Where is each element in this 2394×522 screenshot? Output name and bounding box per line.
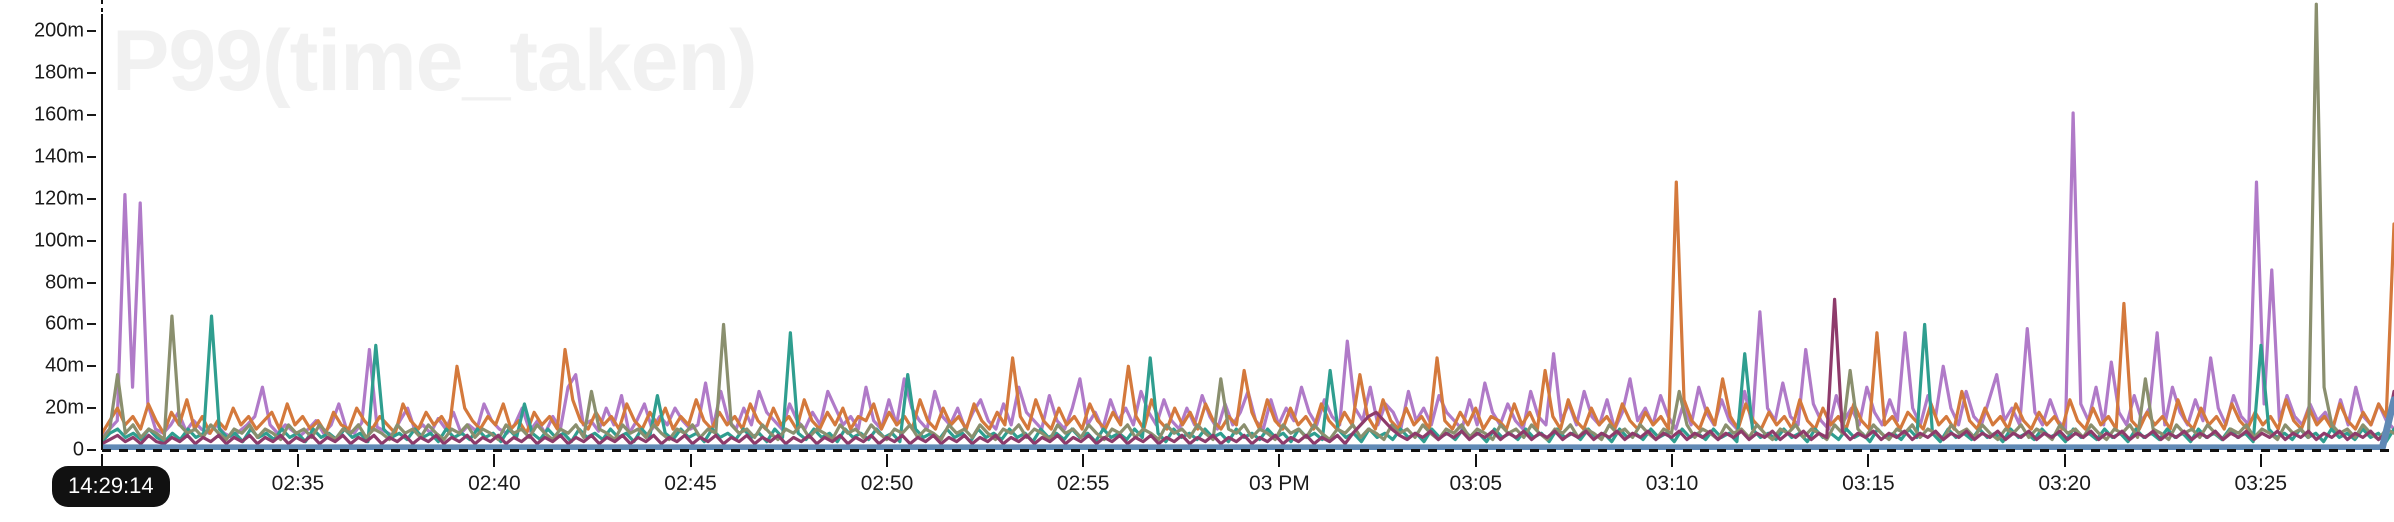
y-axis-tick-label: 60m [45, 312, 84, 335]
y-axis-tick-label: 100m [33, 229, 84, 252]
x-axis-tick-label: 02:35 [271, 472, 325, 495]
plot-area[interactable] [102, 0, 2394, 450]
series-line-series-teal [102, 314, 2394, 444]
y-axis-tick-mark [87, 365, 96, 368]
y-axis-tick-label: 20m [45, 396, 84, 419]
y-axis-tick-label: 140m [33, 145, 84, 168]
x-axis-tick-label: 03:20 [2038, 472, 2091, 495]
y-axis-tick-label: 160m [33, 103, 84, 126]
y-axis-tick-mark [87, 114, 96, 117]
x-axis-tick-mark [2063, 454, 2066, 467]
y-axis-tick-mark [87, 281, 96, 284]
x-axis-tick-mark [493, 454, 496, 467]
x-axis-tick-label: 03:05 [1449, 472, 1503, 495]
y-axis-tick-label: 180m [33, 61, 84, 84]
y-axis-tick-label: 200m [33, 19, 84, 42]
series-line-series-plum [102, 297, 2394, 446]
x-axis-tick-mark [101, 454, 103, 467]
x-axis-tick-label: 02:55 [1056, 472, 1110, 495]
x-axis-tick-mark [689, 454, 692, 467]
x-axis-tick-label: 03:10 [1645, 472, 1699, 495]
y-axis-spine [101, 0, 103, 450]
y-axis-tick-mark [87, 30, 96, 33]
cursor-time-badge: 14:29:14 [52, 466, 170, 507]
x-axis-tick-mark [1278, 454, 1281, 467]
y-axis-tick-label: 40m [45, 354, 84, 377]
y-axis-tick-label: 80m [45, 271, 84, 294]
x-axis-tick-mark [1474, 454, 1477, 467]
zero-baseline-dashed [102, 449, 2394, 452]
y-axis-spine-dashed-top [101, 0, 103, 14]
y-axis-tick-label: 0 [72, 438, 84, 461]
x-axis-tick-label: 02:40 [468, 472, 521, 495]
x-axis-tick-label: 02:45 [664, 472, 717, 495]
series-line-series-olive [102, 2, 2394, 442]
y-axis-tick-mark [87, 323, 96, 326]
y-axis: 0 20m 40m 60m 80m 100m 120m 140m 160m 180m 200m [0, 0, 102, 461]
x-axis-tick-mark [1671, 454, 1674, 467]
y-axis-tick-mark [87, 197, 96, 200]
x-axis-tick-mark [296, 454, 299, 467]
series-canvas [102, 2, 2394, 450]
x-axis-tick-label: 03 PM [1249, 472, 1310, 495]
chart-title-watermark: P99(time_taken) [112, 13, 758, 109]
y-axis-tick-label: 120m [33, 187, 84, 210]
x-axis-tick-mark [1867, 454, 1870, 467]
x-axis-tick-label: 03:15 [1842, 472, 1895, 495]
series-line-series-steelblue [102, 396, 2394, 450]
y-axis-tick-mark [87, 407, 96, 410]
x-axis-tick-mark [2259, 454, 2262, 467]
x-axis-tick-mark [886, 454, 888, 467]
y-axis-tick-mark [87, 239, 96, 242]
y-axis-tick-mark [87, 155, 96, 158]
x-axis-tick-label: 02:50 [860, 472, 914, 495]
x-axis-tick-mark [1082, 454, 1085, 467]
x-axis-tick-label: 03:25 [2234, 472, 2288, 495]
y-axis-tick-mark [87, 72, 96, 75]
series-line-series-orange [102, 180, 2394, 435]
y-axis-tick-mark [87, 449, 96, 451]
